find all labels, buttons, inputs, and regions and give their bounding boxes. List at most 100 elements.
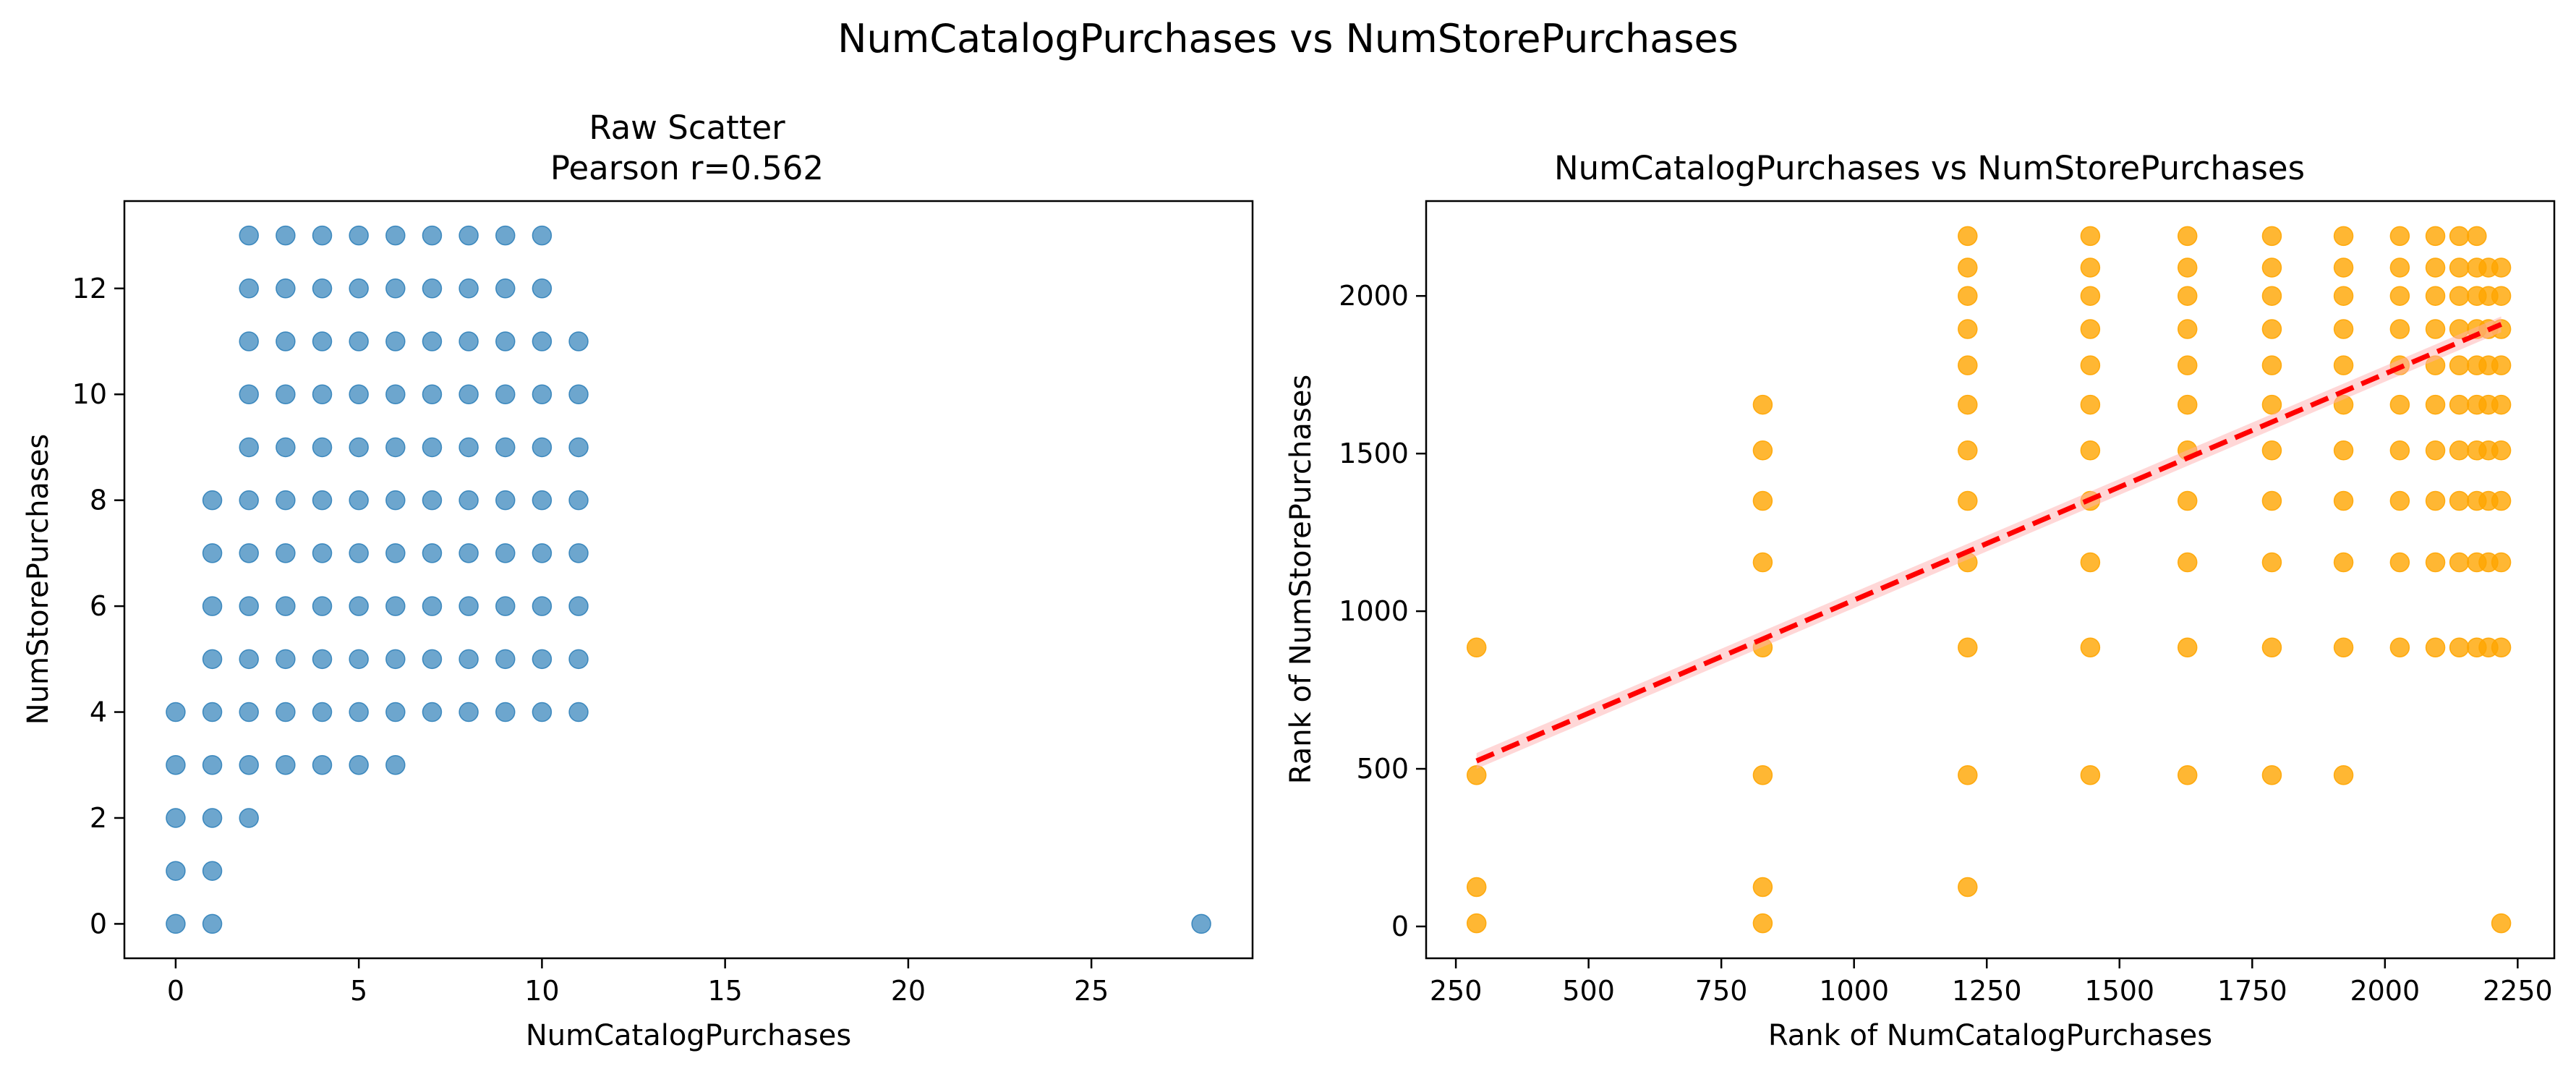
data-point	[312, 384, 333, 404]
data-point	[495, 649, 516, 670]
data-point	[349, 702, 369, 723]
rank-scatter-ticks: 250 500 750 1000 1250 1500 1750 2000 2250 0 500 100…	[1339, 280, 2552, 1007]
data-point	[2080, 552, 2101, 573]
y-tick-label: 12	[72, 273, 107, 304]
data-point	[1752, 913, 1773, 934]
data-point	[2491, 355, 2512, 375]
raw-scatter-xlabel: NumCatalogPurchases	[526, 1019, 851, 1052]
raw-scatter-points	[166, 225, 1211, 934]
data-point	[2177, 319, 2198, 339]
data-point	[385, 490, 406, 511]
data-point	[385, 596, 406, 616]
data-point	[1958, 257, 1978, 278]
y-tick-label: 500	[1356, 753, 1409, 785]
data-point	[2491, 257, 2512, 278]
data-point	[385, 649, 406, 670]
data-point	[276, 490, 296, 511]
data-point	[459, 649, 479, 670]
data-point	[2080, 226, 2101, 247]
data-point	[1466, 637, 1487, 657]
data-point	[2491, 394, 2512, 415]
data-point	[2449, 355, 2470, 375]
data-point	[239, 225, 259, 246]
data-point	[1466, 877, 1487, 898]
data-point	[202, 649, 223, 670]
data-point	[2261, 257, 2282, 278]
data-point	[239, 596, 259, 616]
data-point	[532, 649, 553, 670]
data-point	[349, 384, 369, 404]
data-point	[276, 755, 296, 775]
data-point	[2080, 637, 2101, 657]
data-point	[2333, 319, 2354, 339]
data-point	[385, 225, 406, 246]
data-point	[385, 755, 406, 775]
rank-scatter-xlabel: Rank of NumCatalogPurchases	[1768, 1019, 2212, 1052]
data-point	[2333, 552, 2354, 573]
data-point	[2389, 637, 2410, 657]
data-point	[459, 490, 479, 511]
data-point	[312, 278, 333, 299]
data-point	[1752, 440, 1773, 461]
data-point	[2177, 257, 2198, 278]
data-point	[239, 331, 259, 351]
data-point	[2449, 257, 2470, 278]
data-point	[2389, 257, 2410, 278]
data-point	[2177, 764, 2198, 785]
y-tick-label: 0	[1391, 911, 1409, 942]
data-point	[385, 702, 406, 723]
x-tick-label: 25	[1074, 975, 1109, 1007]
data-point	[532, 384, 553, 404]
data-point	[2425, 394, 2446, 415]
data-point	[1752, 552, 1773, 573]
y-tick-label: 1500	[1339, 438, 1409, 469]
data-point	[2425, 552, 2446, 573]
data-point	[239, 755, 259, 775]
data-point	[166, 913, 186, 934]
data-point	[2177, 490, 2198, 511]
data-point	[202, 543, 223, 563]
data-point	[349, 649, 369, 670]
data-point	[166, 861, 186, 881]
data-point	[2080, 319, 2101, 339]
data-point	[2261, 637, 2282, 657]
data-point	[385, 543, 406, 563]
y-tick-label: 8	[90, 485, 107, 516]
data-point	[495, 596, 516, 616]
data-point	[532, 278, 553, 299]
data-point	[312, 490, 333, 511]
data-point	[495, 384, 516, 404]
data-point	[1958, 637, 1978, 657]
x-tick-label: 750	[1695, 975, 1748, 1007]
data-point	[202, 596, 223, 616]
data-point	[2333, 440, 2354, 461]
data-point	[495, 225, 516, 246]
data-point	[1958, 286, 1978, 306]
data-point	[532, 596, 553, 616]
data-point	[1958, 490, 1978, 511]
data-point	[532, 543, 553, 563]
data-point	[312, 225, 333, 246]
data-point	[2261, 226, 2282, 247]
data-point	[166, 808, 186, 828]
data-point	[1752, 394, 1773, 415]
data-point	[1958, 877, 1978, 898]
raw-scatter-ylabel: NumStorePurchases	[22, 434, 55, 725]
data-point	[1958, 319, 1978, 339]
data-point	[2261, 440, 2282, 461]
data-point	[2425, 319, 2446, 339]
x-tick-label: 2250	[2483, 975, 2553, 1007]
data-point	[276, 331, 296, 351]
data-point	[349, 278, 369, 299]
data-point	[2080, 286, 2101, 306]
data-point	[568, 331, 589, 351]
data-point	[2449, 440, 2470, 461]
data-point	[166, 755, 186, 775]
data-point	[2261, 286, 2282, 306]
data-point	[2261, 490, 2282, 511]
y-tick-label: 1000	[1339, 595, 1409, 627]
data-point	[532, 225, 553, 246]
data-point	[2333, 355, 2354, 375]
data-point	[422, 649, 443, 670]
data-point	[2080, 764, 2101, 785]
